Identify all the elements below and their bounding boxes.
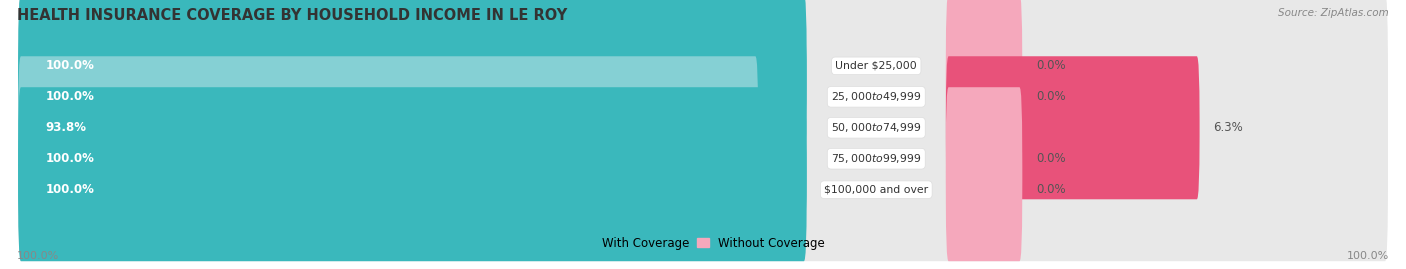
FancyBboxPatch shape: [946, 87, 1022, 230]
FancyBboxPatch shape: [946, 118, 1022, 261]
Text: Under $25,000: Under $25,000: [835, 61, 917, 71]
Text: HEALTH INSURANCE COVERAGE BY HOUSEHOLD INCOME IN LE ROY: HEALTH INSURANCE COVERAGE BY HOUSEHOLD I…: [17, 8, 567, 23]
FancyBboxPatch shape: [18, 25, 1388, 168]
Text: 0.0%: 0.0%: [1036, 90, 1066, 103]
FancyBboxPatch shape: [18, 25, 807, 168]
Text: 0.0%: 0.0%: [1036, 59, 1066, 72]
FancyBboxPatch shape: [18, 0, 807, 137]
FancyBboxPatch shape: [946, 0, 1022, 137]
Text: 100.0%: 100.0%: [45, 152, 94, 165]
Text: 6.3%: 6.3%: [1213, 121, 1243, 134]
FancyBboxPatch shape: [946, 56, 1199, 199]
Text: $50,000 to $74,999: $50,000 to $74,999: [831, 121, 921, 134]
Text: 100.0%: 100.0%: [45, 59, 94, 72]
FancyBboxPatch shape: [18, 87, 807, 230]
FancyBboxPatch shape: [18, 87, 1388, 230]
Text: 100.0%: 100.0%: [45, 90, 94, 103]
Text: 0.0%: 0.0%: [1036, 152, 1066, 165]
FancyBboxPatch shape: [946, 25, 1022, 168]
Text: 100.0%: 100.0%: [45, 183, 94, 196]
Text: 93.8%: 93.8%: [45, 121, 86, 134]
Text: $25,000 to $49,999: $25,000 to $49,999: [831, 90, 921, 103]
Legend: With Coverage, Without Coverage: With Coverage, Without Coverage: [581, 237, 825, 250]
Text: 100.0%: 100.0%: [17, 251, 59, 261]
Text: 0.0%: 0.0%: [1036, 183, 1066, 196]
FancyBboxPatch shape: [18, 0, 1388, 137]
Text: $100,000 and over: $100,000 and over: [824, 185, 928, 195]
Text: Source: ZipAtlas.com: Source: ZipAtlas.com: [1278, 8, 1389, 18]
FancyBboxPatch shape: [18, 118, 807, 261]
FancyBboxPatch shape: [18, 56, 1388, 199]
FancyBboxPatch shape: [18, 56, 758, 199]
Text: $75,000 to $99,999: $75,000 to $99,999: [831, 152, 921, 165]
Text: 100.0%: 100.0%: [1347, 251, 1389, 261]
FancyBboxPatch shape: [18, 118, 1388, 261]
